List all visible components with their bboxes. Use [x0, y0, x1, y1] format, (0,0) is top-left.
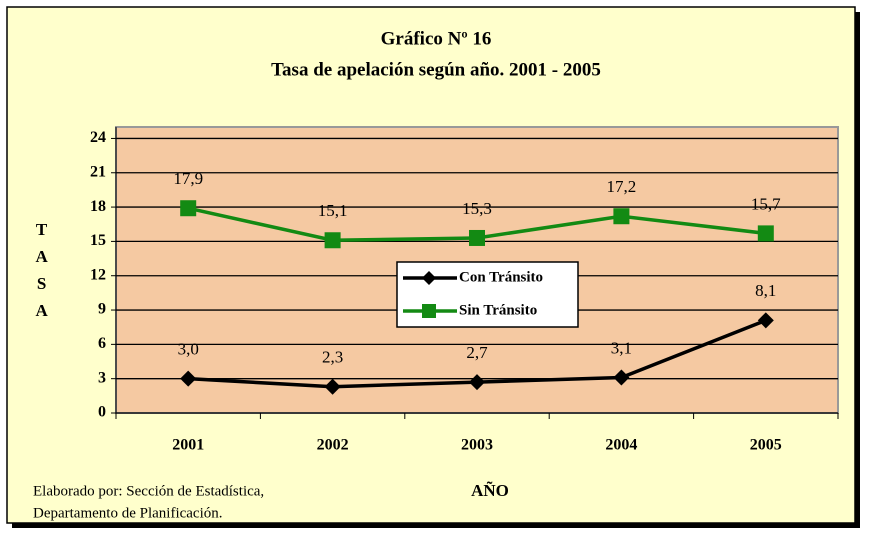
marker — [613, 369, 630, 386]
marker — [324, 232, 341, 249]
data-label: 3,0 — [178, 340, 199, 359]
chart-title: Gráfico Nº 16 — [381, 28, 492, 49]
marker — [180, 200, 197, 217]
legend-marker — [422, 271, 436, 285]
x-tick-label: 2003 — [461, 437, 493, 454]
y-tick-label: 3 — [98, 369, 106, 386]
data-label: 17,2 — [607, 177, 637, 196]
marker — [757, 225, 774, 242]
marker — [757, 312, 774, 329]
source-note: Elaborado por: Sección de Estadística, — [33, 483, 264, 499]
data-label: 8,1 — [755, 281, 776, 300]
y-tick-label: 12 — [90, 266, 106, 283]
legend-label: Sin Tránsito — [459, 302, 537, 318]
y-tick-label: 21 — [90, 163, 106, 180]
legend-marker — [422, 304, 436, 318]
x-tick-label: 2004 — [605, 437, 637, 454]
data-label: 15,3 — [462, 199, 492, 218]
y-tick-label: 15 — [90, 232, 106, 249]
marker — [324, 378, 341, 395]
data-label: 17,9 — [173, 169, 203, 188]
x-tick-label: 2005 — [750, 437, 782, 454]
y-tick-label: 18 — [90, 198, 106, 215]
y-tick-label: 24 — [90, 129, 106, 146]
data-label: 15,1 — [318, 201, 348, 220]
data-label: 2,7 — [466, 343, 488, 362]
source-note: Departamento de Planificación. — [33, 505, 223, 521]
y-tick-label: 9 — [98, 301, 106, 318]
chart-subtitle: Tasa de apelación según año. 2001 - 2005 — [271, 59, 601, 80]
x-axis-label: AÑO — [471, 481, 509, 500]
legend-label: Con Tránsito — [459, 269, 543, 285]
x-tick-label: 2002 — [317, 437, 349, 454]
data-label: 3,1 — [611, 338, 632, 357]
data-label: 15,7 — [751, 194, 781, 213]
y-tick-label: 6 — [98, 335, 106, 352]
marker — [469, 229, 485, 246]
y-tick-label: 0 — [98, 404, 106, 421]
marker — [613, 208, 630, 225]
data-label: 2,3 — [322, 348, 343, 367]
x-tick-label: 2001 — [172, 437, 204, 454]
marker — [469, 374, 485, 391]
marker — [180, 370, 197, 387]
y-axis-label: TASA — [32, 220, 51, 328]
